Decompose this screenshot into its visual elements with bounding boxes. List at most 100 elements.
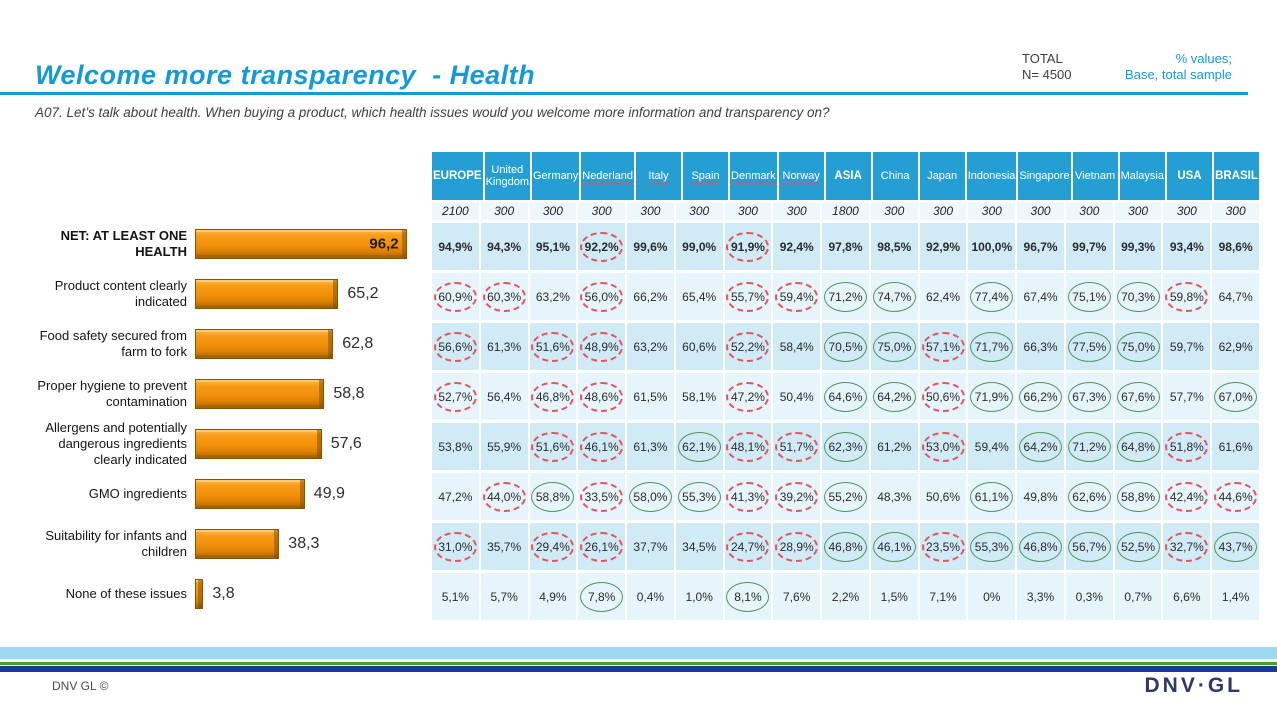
value: 60,6% <box>682 339 717 354</box>
value: 100,0% <box>971 239 1013 254</box>
value: 63,2% <box>535 289 570 304</box>
value: 34,5% <box>682 539 717 554</box>
value: 61,3% <box>633 439 668 454</box>
cell-brasil: 64,7% <box>1212 273 1259 320</box>
column-header-usa: USA <box>1166 152 1212 200</box>
cell-europe: 31,0% <box>432 523 479 570</box>
cell-italy: 63,2% <box>627 323 674 370</box>
cell-nederland: 7,8% <box>578 573 626 620</box>
cell-china: 98,5% <box>870 223 918 270</box>
value: 94,3% <box>487 239 522 254</box>
column-header-label: Singapore <box>1019 170 1070 182</box>
cell-europe: 60,9% <box>432 273 479 320</box>
cell-nederland: 26,1% <box>578 523 626 570</box>
chart-row-proper-hygiene-to-prevent-contamination: Proper hygiene to prevent contamination 5… <box>35 370 435 417</box>
value-circled-green: 58,8% <box>1116 481 1160 512</box>
column-header-label: BRASIL <box>1215 170 1258 182</box>
value-circled-green: 46,8% <box>823 531 867 562</box>
total-sample-block: TOTAL N= 4500 <box>1022 51 1072 83</box>
cell-norway: 50,4% <box>773 373 821 420</box>
cell-italy: 0,4% <box>627 573 674 620</box>
country-table: EUROPE United Kingdom Germany Nederland Ital… <box>432 152 1259 620</box>
bar-value: 38,3 <box>288 534 320 552</box>
column-header-label: ASIA <box>834 170 862 182</box>
value-circled-green: 67,0% <box>1214 381 1258 412</box>
sample-size-singapore: 300 <box>1017 202 1064 220</box>
value: 50,6% <box>926 489 961 504</box>
cell-united-kingdom: 60,3% <box>480 273 528 320</box>
cell-united-kingdom: 55,9% <box>480 423 528 470</box>
bar <box>195 278 339 309</box>
cell-singapore: 67,4% <box>1017 273 1064 320</box>
value-circled-red: 39,2% <box>775 481 819 512</box>
cell-singapore: 46,8% <box>1017 523 1064 570</box>
column-header-label: Italy <box>648 170 669 182</box>
footer-stripe-navy <box>0 666 1277 672</box>
column-header-asia: ASIA <box>825 152 871 200</box>
value: 95,1% <box>535 239 570 254</box>
cell-spain: 62,1% <box>675 423 723 470</box>
sample-size-norway: 300 <box>773 202 821 220</box>
cell-asia: 70,5% <box>822 323 869 370</box>
cell-asia: 97,8% <box>822 223 869 270</box>
value: 59,4% <box>974 439 1009 454</box>
cell-usa: 93,4% <box>1163 223 1211 270</box>
value: 1,5% <box>880 589 908 604</box>
column-header-label: China <box>880 170 910 182</box>
table-row-allergens-and-potentially-dangerous-ingredients-clearly-indicated: 53,8% 55,9% 51,6% 46,1% 61,3% 62,1% 48,1% 51,7%… <box>432 423 1259 470</box>
value: 5,1% <box>441 589 470 604</box>
cell-usa: 51,8% <box>1163 423 1211 470</box>
cell-germany: 51,6% <box>529 423 577 470</box>
sample-size-denmark: 300 <box>724 202 772 220</box>
value-circled-green: 52,5% <box>1116 531 1160 562</box>
table-body: 94,9% 94,3% 95,1% 92,2% 99,6% 99,0% 91,9% 92,4%… <box>432 223 1259 620</box>
column-header-label: Malaysia <box>1120 170 1164 182</box>
cell-denmark: 55,7% <box>724 273 772 320</box>
cell-japan: 53,0% <box>919 423 967 470</box>
value-circled-red: 26,1% <box>580 531 624 562</box>
sample-size-asia: 1800 <box>822 202 869 220</box>
cell-indonesia: 77,4% <box>968 273 1016 320</box>
cell-united-kingdom: 35,7% <box>480 523 528 570</box>
value-circled-green: 58,0% <box>628 481 672 512</box>
value-circled-red: 47,2% <box>726 381 770 412</box>
bar-value: 3,8 <box>212 584 235 602</box>
value-circled-red: 48,1% <box>726 431 770 462</box>
value-circled-red: 60,3% <box>482 281 526 312</box>
bar-area: 49,9 <box>195 478 435 509</box>
cell-denmark: 41,3% <box>724 473 772 520</box>
cell-united-kingdom: 94,3% <box>480 223 528 270</box>
cell-asia: 55,2% <box>822 473 869 520</box>
value-circled-red: 51,7% <box>775 431 819 462</box>
cell-brasil: 44,6% <box>1212 473 1259 520</box>
cell-denmark: 47,2% <box>724 373 772 420</box>
cell-indonesia: 71,7% <box>968 323 1016 370</box>
column-header-denmark: Denmark <box>730 152 777 200</box>
value: 61,6% <box>1218 439 1253 454</box>
cell-japan: 57,1% <box>919 323 967 370</box>
copyright-text: DNV GL © <box>52 679 109 693</box>
cell-italy: 61,3% <box>627 423 674 470</box>
cell-norway: 92,4% <box>773 223 821 270</box>
cell-italy: 37,7% <box>627 523 674 570</box>
value: 99,7% <box>1072 239 1107 254</box>
bar-area: 65,2 <box>195 278 435 309</box>
cell-china: 1,5% <box>870 573 918 620</box>
cell-norway: 39,2% <box>773 473 821 520</box>
value-circled-red: 24,7% <box>726 531 770 562</box>
cell-germany: 51,6% <box>529 323 577 370</box>
bar-value: 58,8 <box>333 384 365 402</box>
table-row-net-at-least-one-health: 94,9% 94,3% 95,1% 92,2% 99,6% 99,0% 91,9% 92,4%… <box>432 223 1259 270</box>
sample-size-nederland: 300 <box>578 202 626 220</box>
cell-japan: 50,6% <box>919 373 967 420</box>
cell-europe: 94,9% <box>432 223 479 270</box>
cell-singapore: 96,7% <box>1017 223 1064 270</box>
column-header-label: Germany <box>533 170 579 182</box>
value-circled-green: 70,3% <box>1116 281 1160 312</box>
value: 3,3% <box>1026 589 1055 604</box>
bar <box>195 528 280 559</box>
bar: 96,2 <box>195 228 407 259</box>
value-circled-green: 70,5% <box>823 331 867 362</box>
value: 58,4% <box>779 339 814 354</box>
chart-row-product-content-clearly-indicated: Product content clearly indicated 65,2 <box>35 270 435 317</box>
